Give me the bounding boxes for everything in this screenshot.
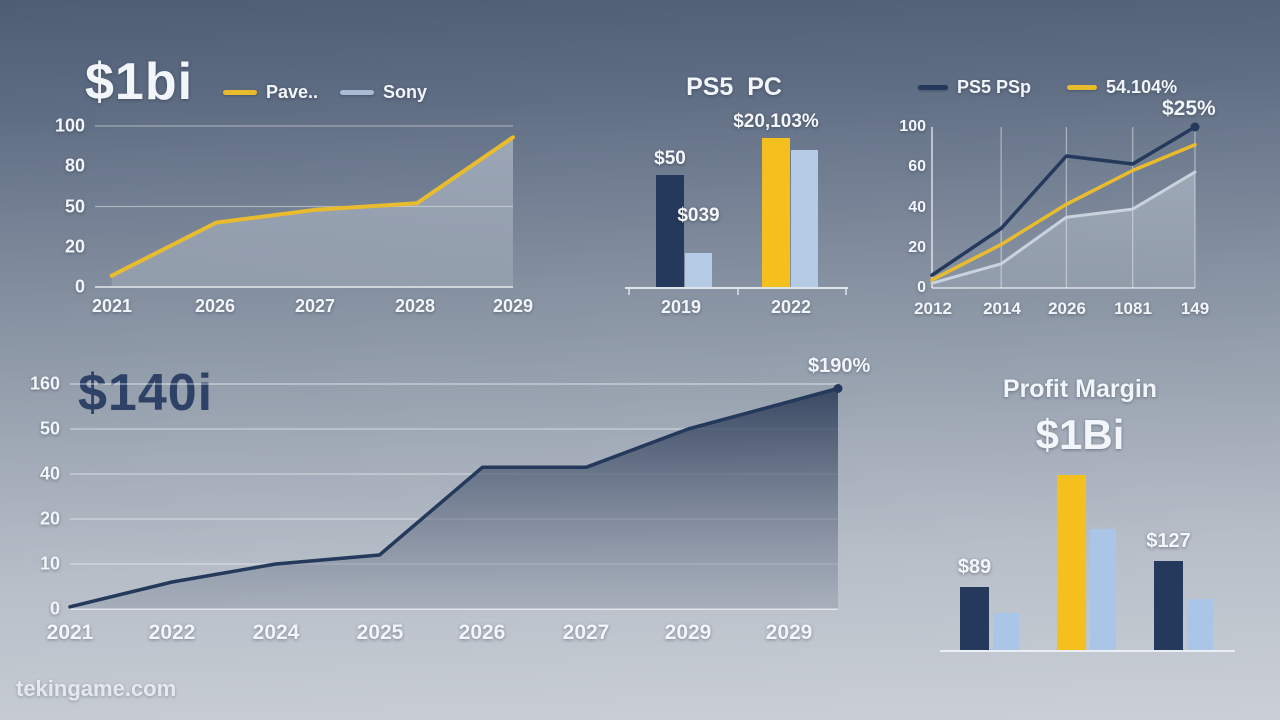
x-axis-tick-label: 2028 bbox=[394, 296, 436, 316]
bar-value-label: $039 bbox=[677, 205, 720, 226]
bar bbox=[1057, 475, 1086, 650]
data-annotation: $25% bbox=[1162, 97, 1216, 120]
x-axis-tick-label: 2027 bbox=[562, 621, 610, 644]
y-axis-tick-label: 100 bbox=[899, 118, 926, 135]
legend-label: Pave.. bbox=[266, 82, 319, 102]
x-axis-tick-label: 2029 bbox=[492, 296, 534, 316]
x-axis-tick-label: 2029 bbox=[765, 621, 813, 644]
chart-title: $140i bbox=[78, 364, 214, 422]
chart-title: PS5 PC bbox=[686, 73, 782, 101]
chart-legend: PS5 PSp 54.104% bbox=[918, 77, 1177, 98]
y-axis-tick-label: 0 bbox=[74, 276, 85, 297]
x-axis-tick-label: 2026 bbox=[194, 296, 236, 316]
x-axis-tick-label: 2014 bbox=[983, 299, 1021, 318]
x-axis-tick-label: 2012 bbox=[914, 299, 952, 318]
bar bbox=[1090, 529, 1116, 650]
x-axis-tick-label: 2029 bbox=[664, 621, 712, 644]
chart-title: Profit Margin bbox=[1002, 375, 1158, 403]
y-axis-tick-label: 50 bbox=[64, 196, 85, 216]
x-axis-tick-label: 2026 bbox=[458, 621, 506, 644]
y-axis-tick-label: 160 bbox=[29, 373, 60, 394]
x-axis-tick-label: 2026 bbox=[1048, 299, 1086, 318]
legend-dash-icon bbox=[918, 85, 948, 90]
legend-item: Sony bbox=[340, 82, 427, 103]
y-axis-tick-label: 40 bbox=[908, 198, 926, 216]
chart-title: $1bi bbox=[85, 53, 194, 111]
chart-subtitle: $1Bi bbox=[1035, 411, 1125, 458]
plot-area bbox=[68, 383, 843, 610]
x-axis-line bbox=[625, 287, 848, 289]
legend-label: 54.104% bbox=[1106, 77, 1178, 97]
bar-value-label: $89 bbox=[957, 556, 992, 578]
legend-label: Sony bbox=[383, 82, 428, 102]
axis-tick-mark bbox=[628, 289, 630, 295]
x-axis-tick-label: 2024 bbox=[252, 621, 300, 644]
y-axis-tick-label: 60 bbox=[908, 158, 926, 176]
y-axis-tick-label: 20 bbox=[64, 236, 85, 257]
data-annotation: $190% bbox=[808, 355, 871, 377]
chart-bottom-right-bars: Profit Margin $1Bi $89 $127 bbox=[920, 365, 1252, 665]
legend-item: 54.104% bbox=[1067, 77, 1177, 98]
chart-bottom-left-area: $140i $190% 160 50 40 20 10 0 2021 2022 2024 2025… bbox=[20, 355, 875, 665]
legend-item: Pave.. bbox=[223, 82, 318, 103]
x-axis-tick-label: 2022 bbox=[770, 297, 812, 317]
y-axis-tick-label: 100 bbox=[54, 115, 85, 136]
legend-dash-icon bbox=[340, 90, 375, 95]
bar bbox=[1187, 599, 1213, 650]
x-axis-tick-label: 149 bbox=[1180, 299, 1210, 318]
y-axis-tick-label: 20 bbox=[908, 238, 926, 256]
watermark: tekingame.com bbox=[16, 676, 177, 701]
x-axis-tick-label: 1081 bbox=[1114, 299, 1152, 318]
plot-area bbox=[95, 125, 515, 288]
y-axis-tick-label: 10 bbox=[39, 553, 60, 574]
legend-item: PS5 PSp bbox=[918, 77, 1031, 98]
x-axis-tick-label: 2027 bbox=[294, 296, 336, 316]
y-axis-tick-label: 20 bbox=[39, 508, 60, 529]
chart-legend: Pave.. Sony bbox=[223, 82, 427, 103]
bar bbox=[1154, 561, 1183, 650]
x-axis-line bbox=[940, 650, 1235, 652]
x-axis-tick-label: 2019 bbox=[660, 297, 702, 317]
y-axis-tick-label: 40 bbox=[39, 463, 60, 484]
chart-top-middle-bars: PS5 PC $50 $039 2019 $20,103% 2022 bbox=[615, 65, 865, 320]
bar-value-label: $50 bbox=[654, 148, 686, 169]
chart-top-right-lines: PS5 PSp 54.104% $25% 100 60 40 20 0 2012 2014 2… bbox=[890, 65, 1242, 325]
legend-label: PS5 PSp bbox=[957, 77, 1032, 97]
axis-tick-mark bbox=[737, 289, 739, 295]
x-axis-tick-label: 2022 bbox=[148, 621, 196, 644]
bar bbox=[762, 138, 790, 287]
legend-dash-icon bbox=[223, 90, 257, 95]
y-axis-tick-label: 0 bbox=[49, 598, 60, 619]
bar bbox=[685, 253, 712, 287]
legend-dash-icon bbox=[1067, 85, 1098, 90]
y-axis-tick-label: 50 bbox=[39, 418, 60, 439]
bar bbox=[791, 150, 818, 287]
plot-area bbox=[930, 122, 1200, 289]
bar-value-label: $20,103% bbox=[733, 111, 819, 132]
y-axis-tick-label: 80 bbox=[64, 155, 85, 176]
x-axis-tick-label: 2021 bbox=[91, 296, 133, 316]
chart-top-left-line: $1bi Pave.. Sony 100 80 50 20 0 2021 2026 2027 2… bbox=[40, 50, 534, 326]
bar bbox=[656, 175, 684, 287]
axis-tick-mark bbox=[845, 289, 847, 295]
y-axis-tick-label: 0 bbox=[917, 279, 926, 296]
bar bbox=[993, 613, 1019, 650]
x-axis-tick-label: 2025 bbox=[356, 621, 404, 644]
x-axis-tick-label: 2021 bbox=[46, 621, 94, 644]
bar-value-label: $127 bbox=[1146, 530, 1191, 552]
bar bbox=[960, 587, 989, 650]
